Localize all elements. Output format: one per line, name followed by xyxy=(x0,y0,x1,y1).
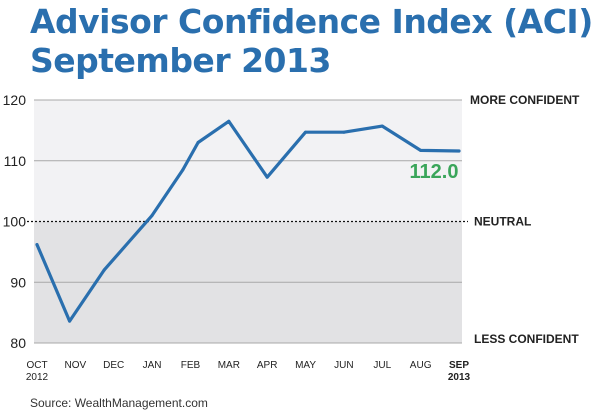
data-point xyxy=(35,243,39,247)
x-tick-label: DEC xyxy=(103,360,124,371)
zone-label-more-confident: MORE CONFIDENT xyxy=(470,93,580,107)
y-tick-label: 120 xyxy=(3,92,27,108)
data-point xyxy=(102,268,106,272)
data-point xyxy=(419,148,423,152)
x-tick-label: APR xyxy=(257,360,278,371)
y-tick-label: 90 xyxy=(10,274,26,290)
data-point xyxy=(457,149,461,153)
data-point xyxy=(304,130,308,134)
x-tick-label: MAY xyxy=(295,360,316,371)
x-tick-label: 2013 xyxy=(448,372,471,383)
zone-label-neutral: NEUTRAL xyxy=(474,215,531,229)
x-tick-label: FEB xyxy=(181,360,201,371)
x-tick-label: OCT xyxy=(26,360,47,371)
chart-title-line-1: Advisor Confidence Index (ACI) xyxy=(30,2,593,41)
x-tick-label: AUG xyxy=(410,360,432,371)
x-tick-label: MAR xyxy=(218,360,240,371)
data-point xyxy=(68,319,72,323)
data-point xyxy=(150,213,154,217)
line-chart: 80 90 100 110 120 MORE CONFIDENT NEUTRAL LESS C… xyxy=(3,92,580,383)
x-tick-label: JAN xyxy=(143,360,162,371)
latest-value-callout: 112.0 xyxy=(410,161,459,183)
data-point xyxy=(181,168,185,172)
source-note: Source: WealthManagement.com xyxy=(30,396,208,410)
zone-label-less-confident: LESS CONFIDENT xyxy=(474,332,579,346)
data-point xyxy=(227,119,231,123)
chart-title: Advisor Confidence Index (ACI) September… xyxy=(30,2,593,80)
data-point xyxy=(342,130,346,134)
x-tick-label: JUN xyxy=(334,360,353,371)
x-tick-label: NOV xyxy=(65,360,87,371)
y-tick-label: 80 xyxy=(10,335,26,351)
y-tick-label: 110 xyxy=(4,153,27,169)
y-tick-label: 100 xyxy=(3,214,27,230)
data-point xyxy=(265,175,269,179)
data-point xyxy=(380,124,384,128)
x-tick-label: 2012 xyxy=(26,372,49,383)
data-point xyxy=(196,141,200,145)
chart-title-line-2: September 2013 xyxy=(30,41,331,80)
x-tick-label: JUL xyxy=(373,360,391,371)
x-tick-label: SEP xyxy=(449,360,469,371)
